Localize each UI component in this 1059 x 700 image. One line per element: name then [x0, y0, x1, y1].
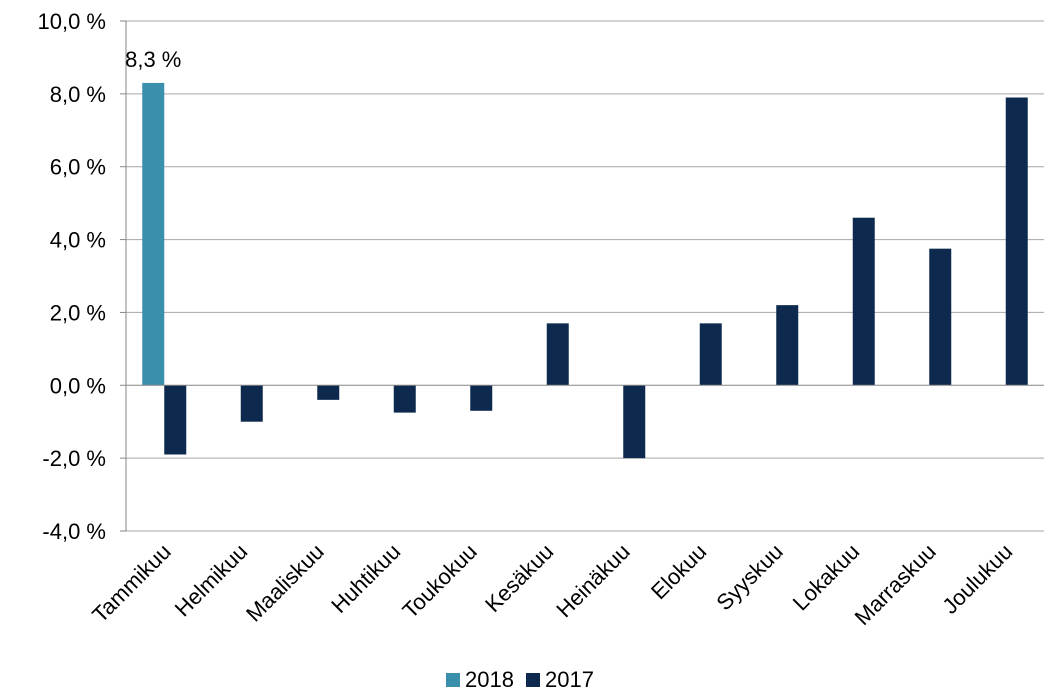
legend-label: 2017: [545, 667, 594, 692]
bar-2017-marraskuu: [929, 248, 952, 386]
legend: 2018 2017: [446, 667, 594, 692]
legend-label: 2018: [465, 667, 514, 692]
data-label: 8,3 %: [125, 47, 181, 72]
bar-2017-joulukuu: [1005, 97, 1028, 386]
x-category-label: Lokakuu: [788, 539, 865, 616]
legend-swatch-2017: [526, 673, 540, 687]
y-tick-label: 6,0 %: [50, 155, 106, 180]
bar-2017-syyskuu: [776, 305, 799, 386]
x-category-label: Huhtikuu: [326, 539, 405, 618]
y-tick-label: -4,0 %: [42, 519, 106, 544]
y-tick-label: 2,0 %: [50, 300, 106, 325]
x-category-label: Marraskuu: [850, 539, 941, 630]
bar-2017-maaliskuu: [317, 385, 340, 400]
y-axis: -4,0 % -2,0 % 0,0 % 2,0 % 4,0 % 6,0 % 8,0 % 10,…: [38, 9, 127, 544]
x-axis: TammikuuHelmikuuMaaliskuuHuhtikuuToukoku…: [87, 384, 1044, 630]
y-tick-label: -2,0 %: [42, 446, 106, 471]
x-category-label: Heinäkuu: [551, 539, 634, 622]
x-category-label: Toukokuu: [398, 539, 482, 623]
bar-2017-tammikuu: [164, 385, 187, 455]
x-category-label: Elokuu: [646, 539, 711, 604]
y-tick-label: 0,0 %: [50, 373, 106, 398]
data-labels: 8,3 %: [125, 47, 181, 72]
y-tick-label: 8,0 %: [50, 82, 106, 107]
x-category-label: Maaliskuu: [241, 539, 329, 627]
bar-2017-toukokuu: [470, 385, 493, 411]
legend-swatch-2018: [446, 673, 460, 687]
gridlines: [126, 20, 1044, 532]
y-tick-label: 4,0 %: [50, 228, 106, 253]
bar-2017-kesäkuu: [546, 323, 569, 386]
y-tick-label: 10,0 %: [38, 9, 107, 34]
bar-2018-tammikuu: [142, 82, 165, 386]
bar-2017-huhtikuu: [393, 385, 416, 413]
x-category-label: Syyskuu: [711, 539, 787, 615]
x-category-label: Tammikuu: [87, 539, 176, 628]
x-category-label: Joulukuu: [937, 539, 1017, 619]
bar-2017-helmikuu: [240, 385, 263, 422]
bars: [142, 82, 1028, 459]
bar-2017-heinäkuu: [623, 385, 646, 459]
x-category-label: Kesäkuu: [480, 539, 558, 617]
bar-2017-lokakuu: [852, 217, 875, 386]
bar-2017-elokuu: [699, 323, 722, 386]
